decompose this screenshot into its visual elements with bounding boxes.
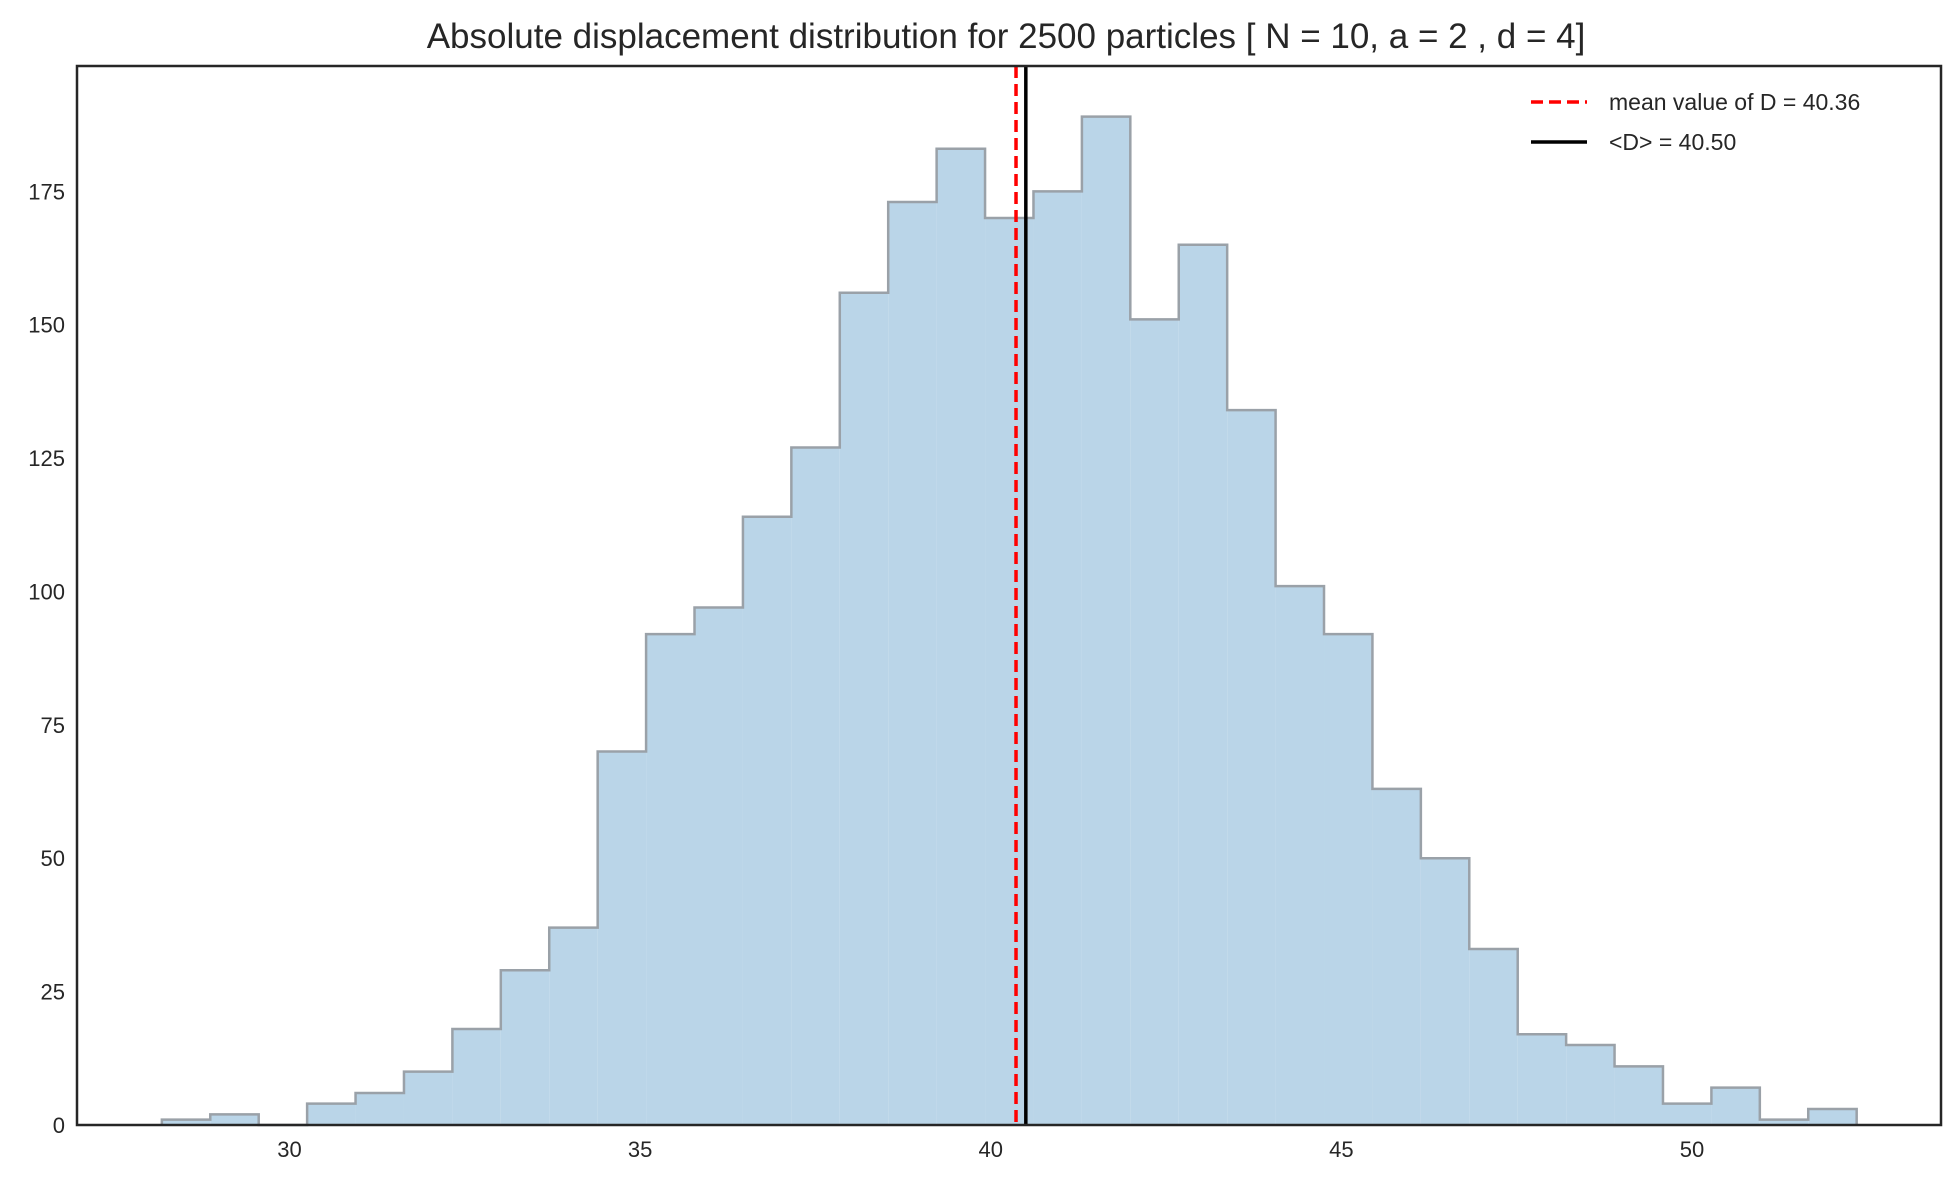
histogram-bar bbox=[161, 1119, 211, 1125]
legend: mean value of D = 40.36 <D> = 40.50 bbox=[1531, 89, 1860, 155]
histogram-bar bbox=[1711, 1087, 1760, 1125]
chart-title: Absolute displacement distribution for 2… bbox=[427, 17, 1586, 56]
histogram-bars bbox=[160, 115, 1858, 1127]
histogram-bar bbox=[403, 1071, 453, 1125]
x-tick-label: 40 bbox=[979, 1137, 1003, 1162]
histogram-bar bbox=[307, 1103, 356, 1125]
histogram-bar bbox=[791, 447, 840, 1126]
histogram-bar bbox=[1469, 948, 1518, 1125]
histogram-bar bbox=[1808, 1108, 1857, 1125]
histogram-bar bbox=[355, 1092, 404, 1125]
y-tick-label: 175 bbox=[28, 179, 65, 204]
x-tick-label: 45 bbox=[1329, 1137, 1353, 1162]
x-tick-label: 35 bbox=[628, 1137, 652, 1162]
histogram-bar bbox=[500, 970, 550, 1125]
x-axis-ticks: 30 35 40 45 50 bbox=[277, 1137, 1704, 1162]
histogram-bar bbox=[1130, 319, 1179, 1125]
histogram-bar bbox=[1178, 244, 1228, 1126]
histogram-bar bbox=[694, 607, 743, 1125]
y-tick-label: 50 bbox=[41, 846, 65, 871]
histogram-bar bbox=[1517, 1034, 1567, 1125]
histogram-bar bbox=[549, 927, 598, 1125]
histogram-bar bbox=[1614, 1066, 1663, 1125]
plot-frame bbox=[75, 64, 1943, 1127]
reference-lines bbox=[1014, 66, 1028, 1125]
y-tick-label: 150 bbox=[28, 313, 65, 338]
histogram-bar bbox=[936, 148, 986, 1125]
x-tick-label: 30 bbox=[277, 1137, 301, 1162]
histogram-bar bbox=[839, 292, 889, 1125]
y-tick-label: 0 bbox=[53, 1113, 65, 1138]
histogram-bar bbox=[1759, 1119, 1809, 1125]
histogram-bar bbox=[1566, 1044, 1615, 1125]
histogram-bar bbox=[452, 1028, 501, 1125]
y-tick-label: 100 bbox=[28, 579, 65, 604]
histogram-bar bbox=[1324, 634, 1373, 1125]
histogram-bar bbox=[1033, 191, 1082, 1125]
legend-label-mean: mean value of D = 40.36 bbox=[1609, 89, 1860, 115]
histogram-bar bbox=[597, 751, 647, 1125]
histogram-bar bbox=[210, 1114, 259, 1125]
x-tick-label: 50 bbox=[1680, 1137, 1704, 1162]
y-axis-ticks: 0 25 50 75 100 125 150 175 bbox=[28, 179, 65, 1138]
histogram-outline bbox=[160, 115, 1858, 1127]
histogram-bar bbox=[1081, 116, 1131, 1125]
histogram-bar bbox=[1372, 788, 1421, 1125]
histogram-bar bbox=[742, 516, 792, 1125]
histogram-bar bbox=[1662, 1103, 1712, 1125]
histogram-bar bbox=[1275, 586, 1325, 1125]
histogram-bar bbox=[1420, 858, 1470, 1125]
y-tick-label: 75 bbox=[41, 713, 65, 738]
legend-label-expected: <D> = 40.50 bbox=[1609, 129, 1736, 155]
y-tick-label: 125 bbox=[28, 446, 65, 471]
histogram-bar bbox=[646, 634, 695, 1125]
y-tick-label: 25 bbox=[41, 980, 65, 1005]
histogram-bar bbox=[1227, 410, 1276, 1126]
histogram-bar bbox=[888, 202, 937, 1125]
